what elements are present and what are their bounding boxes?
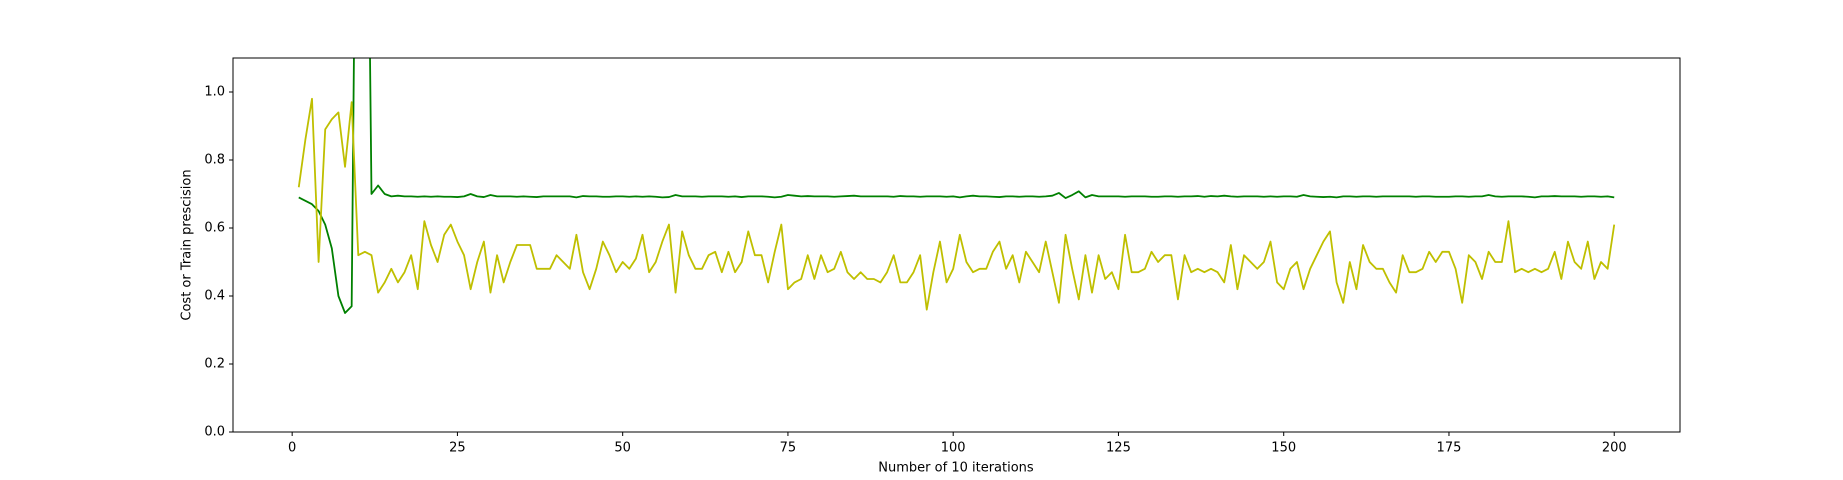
x-tick-label: 25 bbox=[449, 441, 466, 456]
x-tick-label: 0 bbox=[288, 441, 296, 456]
x-tick-label: 100 bbox=[941, 441, 966, 456]
x-axis-label: Number of 10 iterations bbox=[878, 461, 1034, 476]
y-axis-label: Cost or Train prescision bbox=[180, 169, 195, 320]
plot-lines bbox=[297, 58, 1616, 314]
y-tick-label: 0.6 bbox=[204, 221, 225, 236]
x-tick-label: 200 bbox=[1602, 441, 1627, 456]
x-tick-label: 125 bbox=[1106, 441, 1131, 456]
series-line bbox=[298, 58, 1615, 314]
y-tick-label: 1.0 bbox=[204, 85, 225, 100]
x-tick-label: 75 bbox=[780, 441, 797, 456]
plot-frame bbox=[232, 57, 1681, 433]
y-tick-label: 0.4 bbox=[204, 289, 225, 304]
x-tick-label: 175 bbox=[1437, 441, 1462, 456]
y-tick-label: 0.0 bbox=[204, 425, 225, 440]
y-tick-label: 0.8 bbox=[204, 153, 225, 168]
y-tick-label: 0.2 bbox=[204, 357, 225, 372]
series-line bbox=[297, 97, 1616, 311]
x-tick-label: 50 bbox=[614, 441, 631, 456]
x-tick-label: 150 bbox=[1271, 441, 1296, 456]
